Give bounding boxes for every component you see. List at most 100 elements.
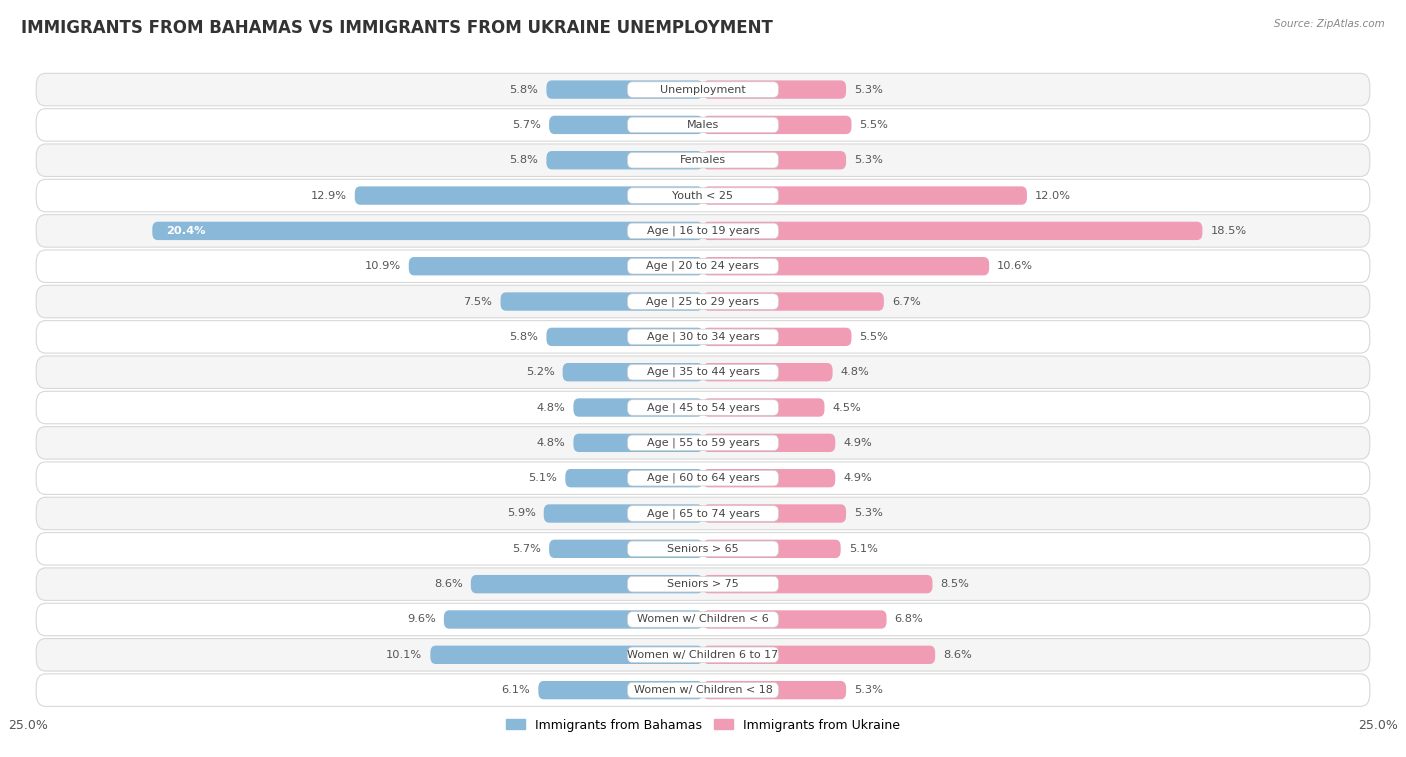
FancyBboxPatch shape <box>37 427 1369 459</box>
FancyBboxPatch shape <box>703 292 884 310</box>
Text: Seniors > 65: Seniors > 65 <box>668 544 738 554</box>
Text: 12.9%: 12.9% <box>311 191 347 201</box>
FancyBboxPatch shape <box>37 250 1369 282</box>
FancyBboxPatch shape <box>627 294 779 310</box>
FancyBboxPatch shape <box>627 470 779 486</box>
FancyBboxPatch shape <box>627 329 779 344</box>
Text: 10.6%: 10.6% <box>997 261 1033 271</box>
Text: 20.4%: 20.4% <box>166 226 205 236</box>
Text: 4.9%: 4.9% <box>844 473 872 483</box>
Text: Age | 25 to 29 years: Age | 25 to 29 years <box>647 296 759 307</box>
FancyBboxPatch shape <box>703 434 835 452</box>
Text: 5.9%: 5.9% <box>506 509 536 519</box>
FancyBboxPatch shape <box>37 639 1369 671</box>
FancyBboxPatch shape <box>562 363 703 382</box>
FancyBboxPatch shape <box>37 73 1369 106</box>
Text: 4.9%: 4.9% <box>844 438 872 448</box>
FancyBboxPatch shape <box>37 462 1369 494</box>
Text: 12.0%: 12.0% <box>1035 191 1071 201</box>
FancyBboxPatch shape <box>574 434 703 452</box>
FancyBboxPatch shape <box>430 646 703 664</box>
FancyBboxPatch shape <box>627 364 779 380</box>
FancyBboxPatch shape <box>37 391 1369 424</box>
FancyBboxPatch shape <box>37 603 1369 636</box>
FancyBboxPatch shape <box>550 116 703 134</box>
Text: Women w/ Children < 18: Women w/ Children < 18 <box>634 685 772 695</box>
Text: 8.5%: 8.5% <box>941 579 969 589</box>
FancyBboxPatch shape <box>550 540 703 558</box>
Text: 6.1%: 6.1% <box>502 685 530 695</box>
FancyBboxPatch shape <box>703 328 852 346</box>
FancyBboxPatch shape <box>37 321 1369 353</box>
FancyBboxPatch shape <box>627 682 779 698</box>
Text: Women w/ Children 6 to 17: Women w/ Children 6 to 17 <box>627 650 779 660</box>
Text: 5.2%: 5.2% <box>526 367 554 377</box>
FancyBboxPatch shape <box>703 257 990 276</box>
Text: 5.3%: 5.3% <box>855 509 883 519</box>
FancyBboxPatch shape <box>37 533 1369 565</box>
Text: 10.9%: 10.9% <box>364 261 401 271</box>
Text: 5.1%: 5.1% <box>529 473 557 483</box>
FancyBboxPatch shape <box>444 610 703 628</box>
FancyBboxPatch shape <box>703 540 841 558</box>
FancyBboxPatch shape <box>37 285 1369 318</box>
FancyBboxPatch shape <box>627 576 779 592</box>
Text: Age | 16 to 19 years: Age | 16 to 19 years <box>647 226 759 236</box>
FancyBboxPatch shape <box>471 575 703 593</box>
FancyBboxPatch shape <box>544 504 703 522</box>
FancyBboxPatch shape <box>547 151 703 170</box>
FancyBboxPatch shape <box>627 435 779 450</box>
FancyBboxPatch shape <box>703 363 832 382</box>
FancyBboxPatch shape <box>627 541 779 556</box>
FancyBboxPatch shape <box>37 179 1369 212</box>
FancyBboxPatch shape <box>37 674 1369 706</box>
FancyBboxPatch shape <box>627 117 779 132</box>
FancyBboxPatch shape <box>501 292 703 310</box>
FancyBboxPatch shape <box>703 646 935 664</box>
Text: Age | 35 to 44 years: Age | 35 to 44 years <box>647 367 759 378</box>
Text: 4.8%: 4.8% <box>537 438 565 448</box>
Text: 5.5%: 5.5% <box>859 120 889 130</box>
FancyBboxPatch shape <box>703 222 1202 240</box>
FancyBboxPatch shape <box>703 681 846 699</box>
Text: 8.6%: 8.6% <box>943 650 972 660</box>
FancyBboxPatch shape <box>703 504 846 522</box>
Text: 10.1%: 10.1% <box>387 650 422 660</box>
FancyBboxPatch shape <box>37 109 1369 141</box>
FancyBboxPatch shape <box>627 223 779 238</box>
Text: Youth < 25: Youth < 25 <box>672 191 734 201</box>
Text: Source: ZipAtlas.com: Source: ZipAtlas.com <box>1274 19 1385 29</box>
Text: 5.3%: 5.3% <box>855 685 883 695</box>
Legend: Immigrants from Bahamas, Immigrants from Ukraine: Immigrants from Bahamas, Immigrants from… <box>501 714 905 737</box>
FancyBboxPatch shape <box>703 186 1026 204</box>
FancyBboxPatch shape <box>703 116 852 134</box>
FancyBboxPatch shape <box>627 612 779 628</box>
Text: 6.7%: 6.7% <box>891 297 921 307</box>
Text: 5.3%: 5.3% <box>855 85 883 95</box>
FancyBboxPatch shape <box>37 568 1369 600</box>
FancyBboxPatch shape <box>37 356 1369 388</box>
FancyBboxPatch shape <box>547 80 703 98</box>
Text: 9.6%: 9.6% <box>406 615 436 625</box>
Text: Unemployment: Unemployment <box>661 85 745 95</box>
Text: Age | 20 to 24 years: Age | 20 to 24 years <box>647 261 759 272</box>
FancyBboxPatch shape <box>37 497 1369 530</box>
Text: 7.5%: 7.5% <box>464 297 492 307</box>
FancyBboxPatch shape <box>547 328 703 346</box>
Text: IMMIGRANTS FROM BAHAMAS VS IMMIGRANTS FROM UKRAINE UNEMPLOYMENT: IMMIGRANTS FROM BAHAMAS VS IMMIGRANTS FR… <box>21 19 773 37</box>
Text: 5.8%: 5.8% <box>509 332 538 342</box>
Text: 5.5%: 5.5% <box>859 332 889 342</box>
Text: 8.6%: 8.6% <box>434 579 463 589</box>
Text: 5.1%: 5.1% <box>849 544 877 554</box>
FancyBboxPatch shape <box>574 398 703 416</box>
FancyBboxPatch shape <box>627 506 779 522</box>
FancyBboxPatch shape <box>152 222 703 240</box>
Text: Women w/ Children < 6: Women w/ Children < 6 <box>637 615 769 625</box>
FancyBboxPatch shape <box>703 80 846 98</box>
FancyBboxPatch shape <box>703 398 824 416</box>
Text: 4.8%: 4.8% <box>537 403 565 413</box>
Text: Seniors > 75: Seniors > 75 <box>666 579 740 589</box>
FancyBboxPatch shape <box>703 575 932 593</box>
Text: 5.8%: 5.8% <box>509 85 538 95</box>
FancyBboxPatch shape <box>703 151 846 170</box>
